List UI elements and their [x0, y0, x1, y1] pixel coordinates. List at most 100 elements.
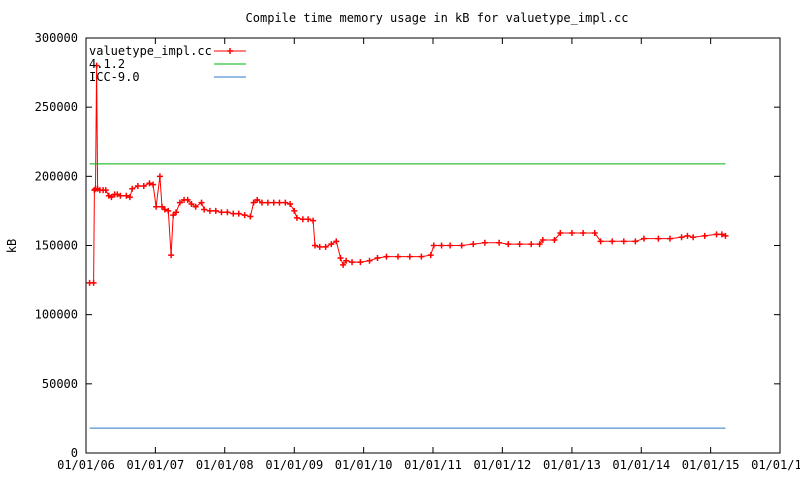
y-tick-label: 200000 — [35, 169, 78, 183]
data-point — [102, 187, 109, 194]
data-point — [666, 235, 673, 242]
data-point — [438, 242, 445, 249]
data-point — [90, 279, 97, 286]
data-point — [282, 199, 289, 206]
data-point — [264, 199, 271, 206]
data-point — [568, 230, 575, 237]
data-point — [395, 253, 402, 260]
data-point — [250, 199, 257, 206]
legend-label: valuetype_impl.cc — [89, 44, 212, 58]
data-point — [337, 254, 344, 261]
data-point — [159, 203, 166, 210]
data-point — [247, 213, 254, 220]
data-point — [597, 238, 604, 245]
data-point — [293, 214, 300, 221]
x-tick-label: 01/01/06 — [57, 458, 115, 472]
data-point — [316, 243, 323, 250]
data-point — [117, 192, 124, 199]
data-point — [678, 234, 685, 241]
data-point — [184, 196, 191, 203]
data-point — [357, 259, 364, 266]
data-point — [168, 252, 175, 259]
data-point — [241, 212, 248, 219]
data-point — [557, 230, 564, 237]
data-point — [383, 253, 390, 260]
data-point — [230, 210, 237, 217]
data-point — [591, 230, 598, 237]
data-point — [198, 199, 205, 206]
data-point — [713, 231, 720, 238]
data-point — [516, 241, 523, 248]
data-point — [291, 207, 298, 214]
data-point — [580, 230, 587, 237]
data-point — [254, 196, 261, 203]
x-tick-label: 01/01/10 — [335, 458, 393, 472]
data-point — [701, 232, 708, 239]
legend-marker — [227, 48, 233, 54]
data-point — [311, 242, 318, 249]
data-point — [632, 238, 639, 245]
data-point — [374, 254, 381, 261]
data-point — [108, 194, 115, 201]
data-point — [114, 191, 121, 198]
x-tick-label: 01/01/13 — [543, 458, 601, 472]
data-point — [481, 239, 488, 246]
x-tick-label: 01/01/11 — [404, 458, 462, 472]
data-point — [258, 199, 265, 206]
data-point — [305, 216, 312, 223]
data-point — [458, 242, 465, 249]
data-point — [156, 173, 163, 180]
data-point — [126, 194, 133, 201]
y-axis: 0 50000 100000 150000 200000 250000 300000 — [35, 31, 780, 460]
data-point — [470, 241, 477, 248]
data-point — [528, 241, 535, 248]
data-point — [276, 199, 283, 206]
data-point — [235, 210, 242, 217]
data-point — [161, 206, 168, 213]
data-point — [123, 192, 130, 199]
data-point — [536, 241, 543, 248]
data-point — [188, 201, 195, 207]
data-point — [328, 241, 335, 248]
y-tick-label: 150000 — [35, 239, 78, 253]
x-tick-label: 01/01/09 — [265, 458, 323, 472]
x-tick-label: 01/01/16 — [751, 458, 800, 472]
data-point — [609, 238, 616, 245]
series-line-0 — [89, 65, 726, 284]
data-point — [430, 242, 437, 249]
data-point — [447, 242, 454, 249]
data-point — [165, 207, 172, 214]
data-point — [134, 183, 141, 190]
data-point — [722, 232, 729, 239]
data-point — [343, 257, 350, 264]
data-point — [539, 236, 546, 243]
y-tick-label: 50000 — [42, 377, 78, 391]
data-point — [224, 209, 231, 216]
x-tick-label: 01/01/07 — [126, 458, 184, 472]
data-point — [192, 203, 199, 210]
data-point — [173, 209, 180, 216]
data-point — [690, 234, 697, 241]
data-point — [153, 203, 160, 210]
x-axis: 01/01/06 01/01/07 01/01/08 01/01/09 01/01/10… — [57, 38, 800, 472]
data-point — [129, 185, 136, 192]
data-point — [176, 199, 183, 206]
data-point — [150, 181, 157, 188]
y-tick-label: 300000 — [35, 31, 78, 45]
data-point — [718, 231, 725, 238]
x-tick-label: 01/01/15 — [682, 458, 740, 472]
x-tick-label: 01/01/08 — [196, 458, 254, 472]
data-point — [270, 199, 277, 206]
series-layer — [86, 62, 729, 429]
data-point — [551, 236, 558, 243]
y-tick-label: 0 — [71, 446, 78, 460]
data-point — [146, 180, 153, 187]
data-point — [287, 201, 294, 207]
y-axis-label: kB — [5, 239, 19, 253]
data-point — [140, 183, 147, 190]
data-point — [406, 253, 413, 260]
data-point — [640, 235, 647, 242]
data-point — [340, 261, 347, 268]
